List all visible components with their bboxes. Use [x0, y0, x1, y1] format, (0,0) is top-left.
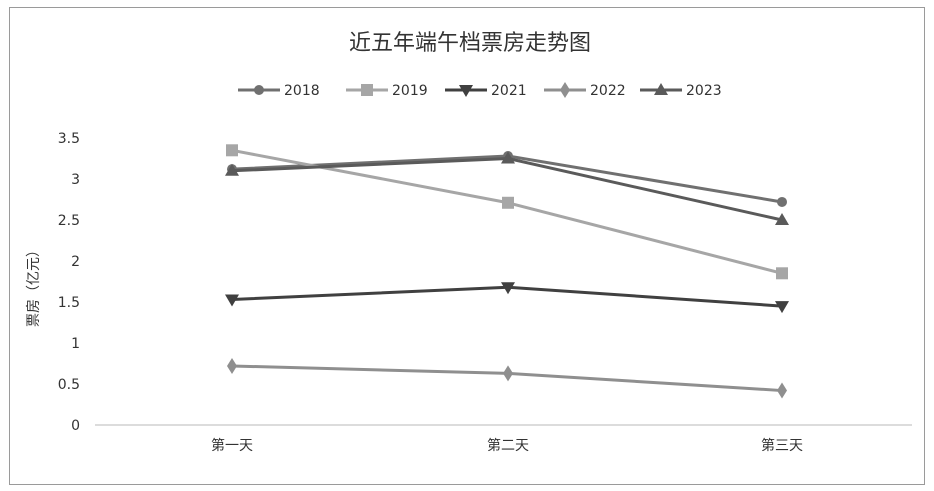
x-tick-label: 第一天 — [211, 437, 253, 454]
data-point — [501, 151, 515, 164]
data-point — [775, 213, 789, 225]
legend-item: 2023 — [640, 83, 722, 99]
data-point — [777, 382, 787, 399]
legend-label: 2021 — [491, 83, 527, 99]
data-point — [226, 144, 238, 157]
series-layer — [225, 144, 789, 399]
series-2021 — [225, 282, 789, 314]
y-tick-label: 2 — [71, 254, 80, 270]
data-point — [776, 267, 788, 280]
data-point — [503, 365, 513, 382]
legend-marker — [254, 85, 264, 95]
legend-marker — [560, 82, 570, 98]
data-point — [225, 294, 239, 307]
y-axis-ticks: 0 0.5 1 1.5 2 2.5 3 3.5 — [58, 131, 80, 434]
legend-marker — [654, 83, 668, 95]
series-line — [231, 148, 783, 275]
legend-label: 2023 — [686, 83, 722, 99]
legend-label: 2022 — [590, 83, 626, 99]
legend: 2018 2019 2021 2022 2023 — [238, 82, 722, 99]
legend-label: 2019 — [392, 83, 428, 99]
y-tick-label: 0.5 — [58, 377, 80, 393]
legend-label: 2018 — [284, 83, 320, 99]
series-2019 — [226, 144, 788, 280]
y-tick-label: 3 — [71, 172, 80, 188]
data-point — [227, 357, 237, 374]
data-point — [225, 163, 239, 176]
data-point — [501, 282, 515, 295]
x-tick-label: 第二天 — [487, 437, 529, 454]
data-point — [775, 301, 789, 314]
x-tick-label: 第三天 — [761, 437, 803, 454]
legend-marker — [361, 84, 373, 96]
y-tick-label: 2.5 — [58, 213, 80, 229]
y-tick-label: 0 — [71, 418, 80, 434]
data-point — [777, 196, 787, 207]
y-tick-label: 3.5 — [58, 131, 80, 147]
y-axis-label: 票房（亿元） — [26, 243, 42, 327]
legend-item: 2022 — [544, 82, 626, 99]
series-2023 — [225, 151, 789, 225]
y-tick-label: 1 — [71, 336, 80, 352]
series-2022 — [227, 357, 787, 399]
legend-item: 2019 — [346, 83, 428, 99]
y-tick-label: 1.5 — [58, 295, 80, 311]
data-point — [502, 196, 514, 209]
legend-item: 2021 — [445, 83, 527, 99]
chart-title: 近五年端午档票房走势图 — [349, 31, 591, 56]
legend-marker — [459, 85, 473, 97]
x-axis-ticks: 第一天 第二天 第三天 — [211, 437, 803, 454]
legend-item: 2018 — [238, 83, 320, 99]
